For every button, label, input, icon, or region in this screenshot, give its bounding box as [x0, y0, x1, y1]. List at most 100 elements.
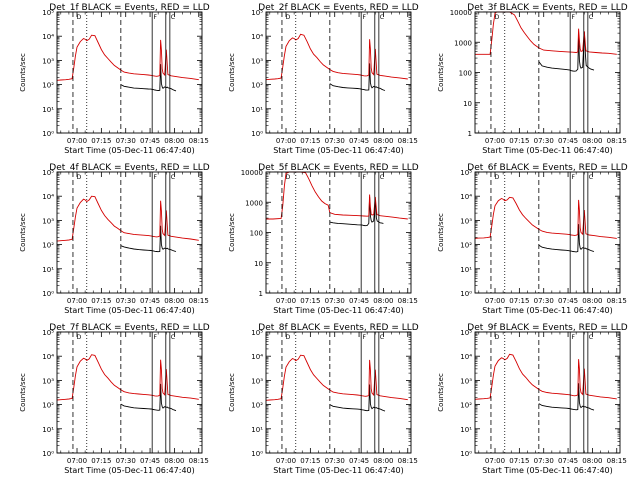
x-tick-label: 08:15	[398, 137, 418, 145]
series-events	[329, 63, 386, 91]
y-tick-label: 10⁰	[251, 130, 263, 138]
x-tick-label: 07:00	[67, 137, 87, 145]
panel-3: Det_3f BLACK = Events, RED = LLD Counts/s…	[437, 3, 628, 155]
marker-label: C	[380, 334, 384, 341]
x-axis-label: Start Time (05-Dec-11 06:47:40)	[64, 146, 195, 155]
marker-label: D	[77, 334, 82, 341]
series-events	[329, 384, 386, 412]
x-tick-label: 08:00	[164, 457, 184, 465]
series-events	[120, 383, 177, 412]
panel-5: Det_5f BLACK = Events, RED = LLD Counts/s…	[228, 163, 419, 315]
y-tick-label: 10²	[42, 402, 54, 410]
x-tick-label: 08:15	[607, 297, 627, 305]
y-tick-label: 10¹	[42, 106, 54, 114]
y-tick-label: 10¹	[460, 266, 472, 274]
panel-title: Det_8f BLACK = Events, RED = LLD	[258, 323, 418, 333]
plot-frame	[56, 11, 203, 134]
y-tick-label: 100	[250, 230, 263, 238]
marker-label: D	[286, 14, 291, 21]
x-tick-label: 07:45	[349, 457, 369, 465]
x-axis-label: Start Time (05-Dec-11 06:47:40)	[64, 466, 195, 475]
x-tick-label: 08:00	[373, 137, 393, 145]
marker-label: D	[495, 14, 500, 21]
x-tick-label: 07:15	[300, 137, 320, 145]
x-tick-label: 08:15	[189, 297, 209, 305]
panel-title: Det_2f BLACK = Events, RED = LLD	[258, 3, 418, 13]
x-tick-label: 08:00	[582, 297, 602, 305]
y-tick-label: 1000	[454, 39, 472, 47]
x-axis-label: Start Time (05-Dec-11 06:47:40)	[273, 306, 404, 315]
y-tick-label: 10⁴	[251, 353, 263, 361]
marker-label: C	[589, 334, 593, 341]
plot-frame	[474, 331, 621, 454]
y-tick-label: 10⁵	[251, 9, 263, 17]
series-lld	[265, 354, 408, 401]
x-tick-label: 08:00	[373, 457, 393, 465]
panel-title: Det_4f BLACK = Events, RED = LLD	[49, 163, 209, 173]
marker-label: D	[286, 174, 291, 181]
y-tick-label: 10⁰	[42, 290, 54, 298]
x-tick-label: 07:15	[509, 457, 529, 465]
panel-7: Det_7f BLACK = Events, RED = LLD Counts/s…	[19, 323, 210, 475]
y-tick-label: 10	[254, 260, 263, 268]
marker-label: F	[362, 334, 366, 341]
panel-title: Det_6f BLACK = Events, RED = LLD	[467, 163, 627, 173]
marker-label: D	[286, 334, 291, 341]
y-tick-label: 10⁵	[42, 9, 54, 17]
marker-label: C	[171, 174, 175, 181]
marker-label: C	[380, 174, 384, 181]
series-events	[538, 224, 595, 253]
x-tick-label: 07:45	[558, 137, 578, 145]
x-axis-label: Start Time (05-Dec-11 06:47:40)	[273, 146, 404, 155]
y-tick-label: 1	[259, 290, 263, 298]
x-tick-label: 07:45	[558, 457, 578, 465]
x-axis-label: Start Time (05-Dec-11 06:47:40)	[482, 146, 613, 155]
y-tick-label: 100	[459, 70, 472, 78]
y-tick-label: 10⁴	[251, 33, 263, 41]
y-tick-label: 10⁰	[460, 290, 472, 298]
panels: Det_1f BLACK = Events, RED = LLD Counts/s…	[19, 3, 628, 475]
x-tick-label: 07:30	[325, 137, 345, 145]
x-axis-label: Start Time (05-Dec-11 06:47:40)	[64, 306, 195, 315]
panel-title: Det_7f BLACK = Events, RED = LLD	[49, 323, 209, 333]
y-tick-label: 10³	[251, 57, 263, 65]
series-events	[120, 64, 177, 92]
marker-label: F	[153, 174, 157, 181]
y-tick-label: 10²	[251, 402, 263, 410]
marker-label: C	[589, 174, 593, 181]
series-lld	[265, 33, 408, 81]
panel-8: Det_8f BLACK = Events, RED = LLD Counts/s…	[228, 323, 419, 475]
x-tick-label: 07:00	[485, 137, 505, 145]
marker-label: C	[171, 334, 175, 341]
marker-label: F	[362, 174, 366, 181]
x-tick-label: 07:45	[349, 297, 369, 305]
marker-label: D	[77, 14, 82, 21]
marker-label: C	[589, 14, 593, 21]
x-axis-label: Start Time (05-Dec-11 06:47:40)	[482, 466, 613, 475]
panel-title: Det_5f BLACK = Events, RED = LLD	[258, 163, 418, 173]
x-tick-label: 08:15	[398, 297, 418, 305]
panel-9: Det_9f BLACK = Events, RED = LLD Counts/s…	[437, 323, 628, 475]
y-tick-label: 10²	[42, 242, 54, 250]
plot-frame	[265, 171, 412, 294]
y-tick-label: 10¹	[42, 266, 54, 274]
y-tick-label: 10⁴	[460, 193, 472, 201]
x-tick-label: 07:30	[116, 457, 136, 465]
plot-frame	[474, 171, 621, 294]
marker-label: F	[571, 14, 575, 21]
y-tick-label: 10³	[460, 377, 472, 385]
series-lld	[474, 353, 617, 400]
y-tick-label: 10000	[241, 169, 263, 177]
x-tick-label: 07:45	[140, 297, 160, 305]
y-tick-label: 10⁵	[42, 169, 54, 177]
plot-frame	[265, 331, 412, 454]
plot-frame	[474, 11, 621, 134]
y-tick-label: 10¹	[42, 426, 54, 434]
x-tick-label: 07:15	[91, 137, 111, 145]
y-tick-label: 10³	[42, 57, 54, 65]
x-tick-label: 08:00	[582, 137, 602, 145]
marker-label: F	[571, 334, 575, 341]
y-tick-label: 10³	[42, 377, 54, 385]
x-tick-label: 07:30	[534, 457, 554, 465]
panel-title: Det_9f BLACK = Events, RED = LLD	[467, 323, 627, 333]
